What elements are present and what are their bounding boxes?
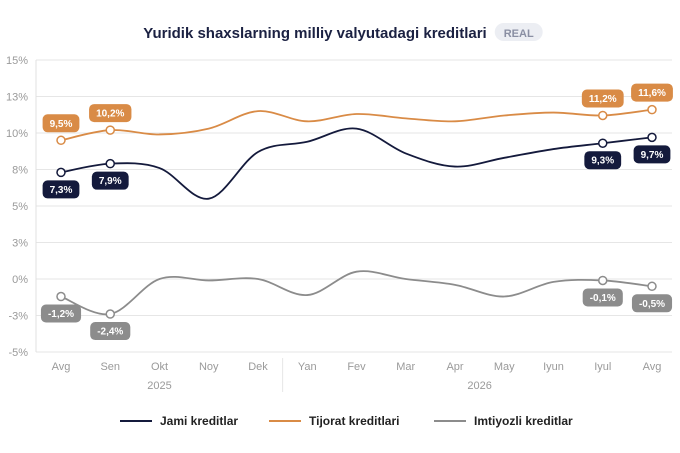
y-tick-label: 8% [12, 165, 28, 177]
data-label-box [42, 114, 80, 133]
data-label-box [582, 288, 623, 307]
data-label-text: 7,3% [50, 185, 73, 196]
chart-title-group: Yuridik shaxslarning milliy valyutadagi … [143, 23, 543, 42]
x-tick-label: Mar [396, 361, 415, 373]
data-label-box [89, 104, 132, 123]
data-label-text: 11,6% [638, 88, 666, 99]
series-markers [56, 104, 657, 319]
x-tick-label: Yan [298, 361, 317, 373]
series-marker [598, 110, 608, 121]
data-label: 7,3% [42, 180, 80, 199]
data-label-box [42, 180, 80, 199]
series-marker [56, 167, 66, 178]
x-axis-ticks: Avg Sen Okt Noy Dek Yan Fev Mar Apr May Iyun Iyul Av… [52, 361, 662, 373]
legend-label: Jami kreditlar [160, 414, 238, 428]
data-label: -2,4% [90, 322, 131, 341]
gridlines [35, 59, 672, 353]
y-tick-label: 3% [12, 238, 28, 250]
data-label-box [90, 322, 131, 341]
series-marker [105, 309, 115, 319]
series-marker [598, 138, 608, 148]
data-label-text: 9,3% [591, 156, 614, 167]
data-label-text: 9,7% [641, 150, 664, 161]
x-tick-label: May [494, 361, 515, 373]
data-label-box [584, 151, 622, 170]
x-tick-label: Iyun [543, 361, 564, 373]
y-axis-ticks: 15% 13% 10% 8% 5% 3% 0% -3% -5% [6, 55, 28, 359]
data-label: 9,5% [42, 114, 80, 133]
y-tick-label: 15% [6, 55, 28, 67]
y-tick-label: -5% [8, 347, 28, 359]
series-marker [105, 125, 115, 135]
y-tick-label: 13% [6, 92, 28, 104]
x-tick-label: Sen [100, 361, 120, 373]
data-label-box [40, 304, 82, 323]
series-line-2 [60, 270, 653, 316]
series-marker [647, 281, 657, 292]
legend-label: Imtiyozli kreditlar [474, 414, 573, 428]
data-label: 10,2% [89, 104, 132, 123]
series-marker [647, 104, 657, 115]
legend: Jami kreditlar Tijorat kreditlari Imtiyozl… [120, 414, 573, 428]
x-tick-label: Noy [199, 361, 219, 373]
tag-badge-background [494, 23, 543, 41]
data-label-text: -2,4% [97, 327, 123, 338]
y-tick-label: -3% [8, 311, 28, 323]
data-label-box [91, 171, 129, 190]
series-marker [105, 158, 115, 169]
data-label-text: 7,9% [99, 176, 122, 187]
year-group-label: 2025 [147, 380, 171, 392]
data-label: 11,2% [581, 89, 624, 108]
x-tick-label: Avg [52, 361, 71, 373]
y-tick-label: 5% [12, 201, 28, 213]
data-label-box [633, 145, 671, 164]
data-label: 9,7% [633, 145, 671, 164]
series-marker [56, 135, 66, 146]
x-tick-label: Fev [347, 361, 366, 373]
data-label-text: 11,2% [589, 94, 617, 105]
legend-label: Tijorat kreditlari [309, 414, 399, 428]
data-label-text: -1,2% [48, 309, 74, 320]
year-group-label: 2026 [467, 380, 491, 392]
series-marker [647, 132, 657, 143]
x-tick-label: Avg [643, 361, 662, 373]
x-tick-label: Apr [446, 361, 463, 373]
series-lines [60, 108, 653, 316]
data-label: -1,2% [40, 304, 82, 323]
x-axis-year-groups: 2025 2026 [147, 358, 492, 392]
data-label: -0,5% [631, 294, 673, 313]
tag-badge: REAL [504, 28, 534, 40]
y-tick-label: 10% [6, 128, 28, 140]
x-tick-label: Iyul [594, 361, 611, 373]
data-label-text: -0,1% [590, 293, 616, 304]
data-label: -0,1% [582, 288, 623, 307]
data-label-box [631, 294, 673, 313]
data-label: 7,9% [91, 171, 129, 190]
data-labels: 7,3% 7,9% 9,3% 9,7% 9,5% 10,2% 11,2% 11,6% -1,2%… [40, 83, 673, 341]
series-line-0 [60, 127, 653, 200]
data-label-text: -0,5% [639, 299, 665, 310]
data-label: 11,6% [631, 83, 673, 102]
data-label-box [581, 89, 624, 108]
y-tick-label: 0% [12, 274, 28, 286]
series-marker [598, 275, 608, 286]
data-label-text: 10,2% [96, 109, 124, 120]
series-marker [56, 291, 66, 302]
data-label-text: 9,5% [50, 119, 73, 130]
data-label-box [631, 83, 673, 102]
series-line-1 [60, 108, 653, 142]
data-label: 9,3% [584, 151, 622, 170]
chart-title: Yuridik shaxslarning milliy valyutadagi … [143, 25, 486, 42]
x-tick-label: Okt [151, 361, 168, 373]
x-tick-label: Dek [248, 361, 268, 373]
